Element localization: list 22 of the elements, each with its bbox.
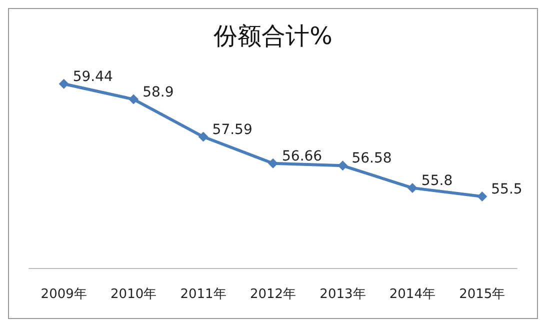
data-label: 59.44 <box>72 68 114 85</box>
point <box>58 78 69 89</box>
chart-title: 份额合计% <box>214 22 332 50</box>
point <box>128 94 139 104</box>
x-tick-label: 2014年 <box>389 287 436 302</box>
data-label: 56.58 <box>352 150 392 167</box>
point <box>338 160 348 171</box>
data-label: 56.66 <box>282 148 322 164</box>
data-label: 55.8 <box>421 172 453 189</box>
point <box>477 192 488 202</box>
point <box>407 182 418 193</box>
x-tick-label: 2010年 <box>110 287 157 302</box>
x-tick-label: 2013年 <box>320 287 366 302</box>
point <box>268 158 278 168</box>
x-tick-label: 2012年 <box>250 287 296 302</box>
x-tick-label: 2015年 <box>459 287 506 302</box>
data-label: 57.59 <box>212 122 252 138</box>
point <box>198 132 208 142</box>
x-tick-label: 2011年 <box>180 287 226 302</box>
data-label: 58.9 <box>142 84 174 100</box>
x-tick-label: 2009年 <box>40 287 87 302</box>
data-label: 55.5 <box>491 182 522 198</box>
